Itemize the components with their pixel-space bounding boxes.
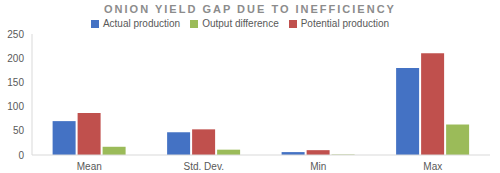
svg-text:Mean: Mean xyxy=(77,161,102,172)
svg-text:50: 50 xyxy=(13,125,25,136)
svg-text:250: 250 xyxy=(8,29,24,40)
svg-text:100: 100 xyxy=(8,101,24,112)
svg-text:Std. Dev.: Std. Dev. xyxy=(184,161,224,172)
svg-text:0: 0 xyxy=(18,150,24,161)
svg-text:200: 200 xyxy=(8,53,24,64)
svg-text:Max: Max xyxy=(423,161,442,172)
svg-text:150: 150 xyxy=(8,77,24,88)
html-text:Actual production: Actual production xyxy=(102,18,181,29)
html-text:Potential production: Potential production xyxy=(300,18,390,29)
svg-text:Min: Min xyxy=(310,161,326,172)
html-text:Output difference: Output difference xyxy=(202,18,279,29)
html-text:ONION YIELD GAP DUE TO INEFFIC: ONION YIELD GAP DUE TO INEFFICIENCY xyxy=(104,3,396,15)
